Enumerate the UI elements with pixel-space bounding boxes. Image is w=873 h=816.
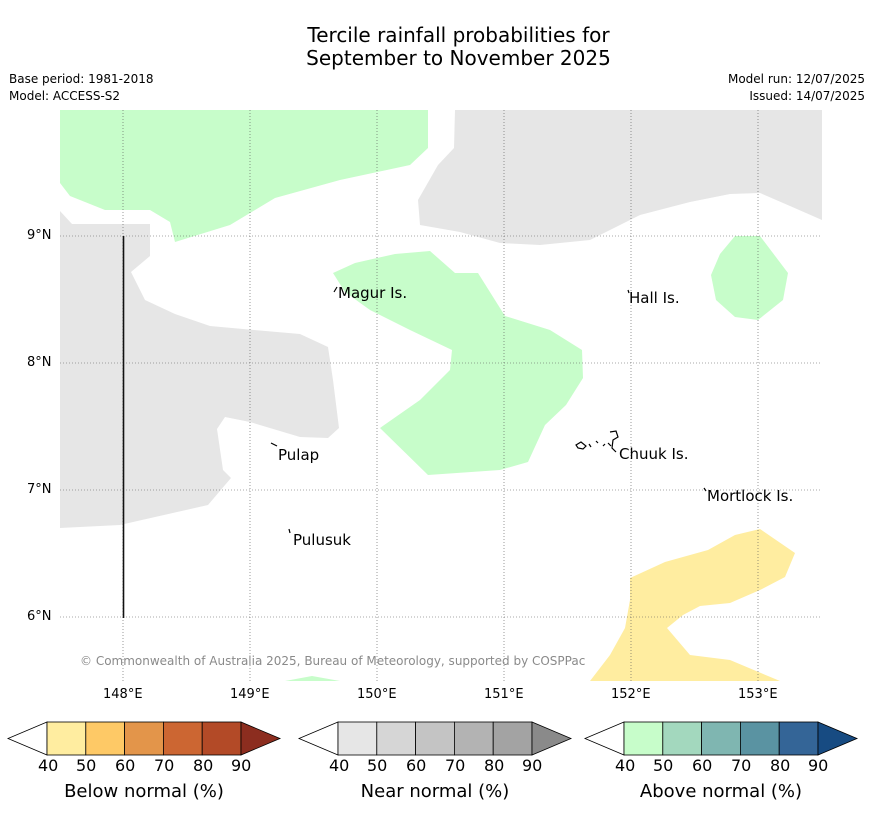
above-cb-bin-50 bbox=[662, 721, 702, 756]
meta-left: Base period: 1981-2018 Model: ACCESS-S2 bbox=[9, 71, 154, 105]
place-magur: Magur Is. bbox=[338, 284, 408, 302]
above-normal-region-northwest bbox=[60, 110, 428, 242]
above-normal-region-south bbox=[285, 676, 340, 681]
above-cb-extend-low bbox=[583, 721, 625, 756]
near-tick-50: 50 bbox=[367, 756, 388, 775]
place-pulap: Pulap bbox=[278, 446, 320, 464]
below-cb-extend-high bbox=[240, 721, 282, 756]
above-cb-bin-40 bbox=[623, 721, 664, 756]
below-normal-region-southeast bbox=[590, 529, 795, 681]
copyright-notice: © Commonwealth of Australia 2025, Bureau… bbox=[80, 654, 586, 668]
x-tick-153: 153°E bbox=[738, 687, 778, 702]
below-tick-60: 60 bbox=[115, 756, 136, 775]
below-tick-80: 80 bbox=[193, 756, 214, 775]
below-cb-bin-40 bbox=[46, 721, 87, 756]
chuuk-island-marks bbox=[575, 430, 619, 453]
title-line-1: Tercile rainfall probabilities for bbox=[307, 23, 610, 47]
model-run: Model run: 12/07/2025 bbox=[727, 72, 865, 86]
near-normal-label: Near normal (%) bbox=[360, 781, 510, 802]
place-mortlock: Mortlock Is. bbox=[707, 487, 794, 505]
place-pulusuk: Pulusuk bbox=[293, 531, 351, 549]
x-tick-150: 150°E bbox=[357, 687, 397, 702]
near-cb-bin-40 bbox=[337, 721, 378, 756]
near-tick-40: 40 bbox=[329, 756, 350, 775]
above-cb-bin-70 bbox=[740, 721, 780, 756]
x-tick-149: 149°E bbox=[230, 687, 270, 702]
x-tick-152: 152°E bbox=[611, 687, 651, 702]
base-period: Base period: 1981-2018 bbox=[9, 72, 154, 86]
near-normal-region-north bbox=[418, 110, 822, 245]
below-tick-90: 90 bbox=[231, 756, 252, 775]
above-tick-90: 90 bbox=[808, 756, 829, 775]
place-chuuk: Chuuk Is. bbox=[619, 445, 689, 463]
above-cb-bin-80 bbox=[778, 721, 819, 756]
below-tick-70: 70 bbox=[154, 756, 175, 775]
above-cb-extend-high bbox=[817, 721, 859, 756]
pulusuk-island-mark bbox=[288, 528, 291, 534]
place-hall: Hall Is. bbox=[629, 289, 680, 307]
island-marks bbox=[270, 286, 707, 534]
near-cb-extend-high bbox=[531, 721, 573, 756]
mortlock-island-mark bbox=[703, 487, 707, 492]
above-tick-50: 50 bbox=[653, 756, 674, 775]
above-tick-80: 80 bbox=[770, 756, 791, 775]
below-cb-bin-50 bbox=[85, 721, 126, 756]
near-normal-region-west bbox=[60, 211, 339, 528]
above-normal-region-central bbox=[333, 251, 583, 475]
y-tick-8n: 8°N bbox=[27, 355, 52, 370]
below-cb-bin-70 bbox=[162, 721, 203, 756]
title-line-2: September to November 2025 bbox=[306, 46, 611, 70]
pulap-island-mark bbox=[270, 442, 278, 447]
above-normal-label: Above normal (%) bbox=[639, 781, 803, 802]
above-tick-60: 60 bbox=[692, 756, 713, 775]
hall-island-mark bbox=[627, 289, 630, 294]
above-tick-40: 40 bbox=[615, 756, 636, 775]
near-cb-bin-80 bbox=[492, 721, 533, 756]
below-cb-bin-60 bbox=[124, 721, 164, 756]
below-tick-50: 50 bbox=[76, 756, 97, 775]
y-tick-7n: 7°N bbox=[27, 482, 52, 497]
near-tick-90: 90 bbox=[522, 756, 543, 775]
above-normal-region-east bbox=[711, 236, 788, 320]
below-cb-bin-80 bbox=[201, 721, 242, 756]
above-tick-70: 70 bbox=[731, 756, 752, 775]
x-tick-151: 151°E bbox=[484, 687, 524, 702]
near-tick-60: 60 bbox=[406, 756, 427, 775]
map-regions bbox=[60, 110, 822, 681]
model-name: Model: ACCESS-S2 bbox=[9, 89, 121, 103]
below-normal-label: Below normal (%) bbox=[64, 781, 224, 802]
near-cb-bin-70 bbox=[453, 721, 494, 756]
near-cb-bin-60 bbox=[415, 721, 455, 756]
meta-right: Model run: 12/07/2025 Issued: 14/07/2025 bbox=[728, 71, 865, 105]
magur-island-mark bbox=[333, 286, 338, 293]
y-tick-6n: 6°N bbox=[27, 609, 52, 624]
near-tick-70: 70 bbox=[445, 756, 466, 775]
above-cb-bin-60 bbox=[701, 721, 741, 756]
issued-date: Issued: 14/07/2025 bbox=[749, 89, 865, 103]
x-tick-148: 148°E bbox=[103, 687, 143, 702]
below-tick-40: 40 bbox=[38, 756, 59, 775]
near-tick-80: 80 bbox=[484, 756, 505, 775]
y-tick-9n: 9°N bbox=[27, 228, 52, 243]
